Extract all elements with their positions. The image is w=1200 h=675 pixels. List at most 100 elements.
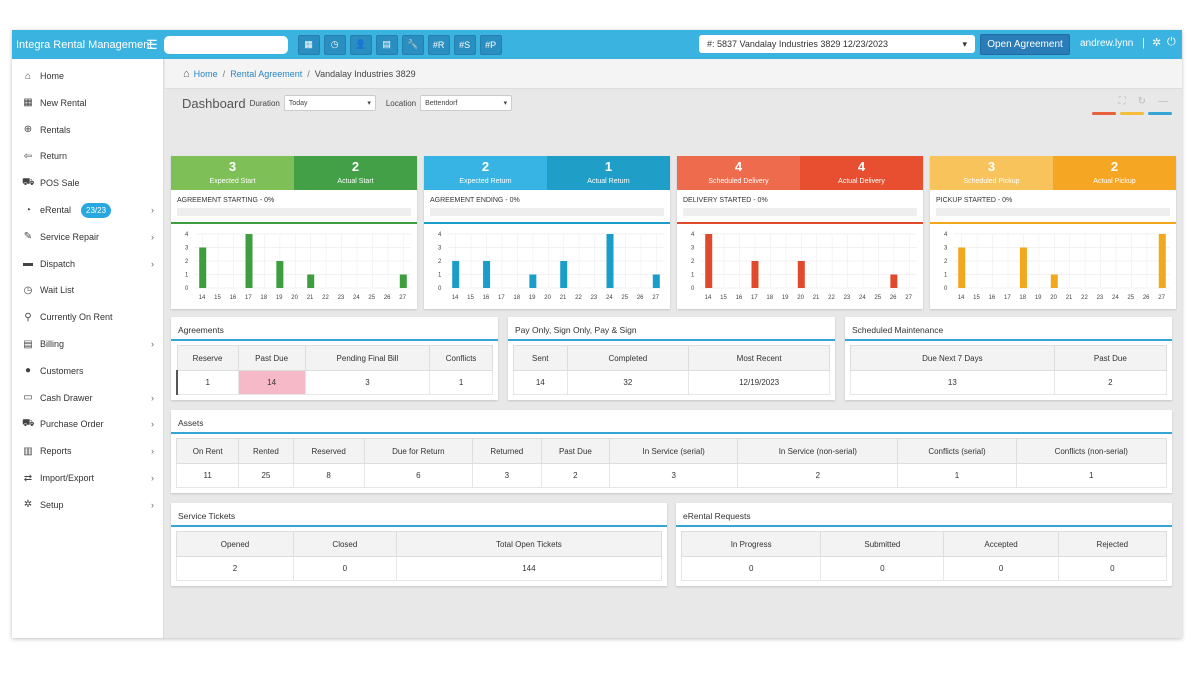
toolbar-button-0[interactable]: ▦ <box>297 34 320 55</box>
bar-17[interactable] <box>245 234 253 288</box>
table-cell[interactable]: 32 <box>566 370 690 395</box>
sidebar-item-wait-list[interactable]: ◷ Wait List <box>12 277 164 303</box>
toolbar-button-3[interactable]: ▤ <box>375 34 398 55</box>
global-search-input[interactable] <box>163 35 288 54</box>
table-cell[interactable]: 12/19/2023 <box>688 370 830 395</box>
settings-gear-icon[interactable]: ✲ <box>1152 37 1162 49</box>
table-cell[interactable]: 25 <box>238 463 294 488</box>
toolbar-button-6[interactable]: #S <box>453 34 476 55</box>
power-icon[interactable]: ⏻ <box>1167 36 1176 48</box>
toolbar-button-1[interactable]: ◷ <box>323 34 346 55</box>
bar-26[interactable] <box>890 274 898 289</box>
sidebar-item-pos-sale[interactable]: ⛟ POS Sale <box>12 170 164 196</box>
sidebar-item-reports[interactable]: ▥ Reports › <box>12 438 164 464</box>
bar-14[interactable] <box>958 247 966 289</box>
kpi-left-metric[interactable]: 3 Scheduled Pickup <box>930 156 1053 190</box>
table-cell[interactable]: 144 <box>395 556 663 581</box>
sidebar-item-rentals[interactable]: ⊕ Rentals <box>12 117 164 143</box>
toolbar-button-4[interactable]: 🔧 <box>401 34 424 55</box>
table-cell[interactable]: 2 <box>540 463 611 488</box>
x-tick-label: 20 <box>544 295 551 301</box>
kpi-right-metric[interactable]: 2 Actual Pickup <box>1053 156 1176 190</box>
toolbar-button-7[interactable]: #P <box>479 34 502 55</box>
home-icon[interactable]: ⌂ <box>183 67 190 80</box>
bar-18[interactable] <box>1019 247 1027 289</box>
breadcrumb-home[interactable]: Home <box>193 68 218 79</box>
sidebar-item-label: Service Repair <box>40 231 100 242</box>
table-cell[interactable]: 0 <box>292 556 397 581</box>
bar-27[interactable] <box>652 274 660 289</box>
table-cell[interactable]: 11 <box>175 463 240 488</box>
kpi-right-metric[interactable]: 2 Actual Start <box>294 156 417 190</box>
table-cell[interactable]: 14 <box>237 370 306 395</box>
bar-16[interactable] <box>483 261 491 288</box>
sidebar-item-home[interactable]: ⌂ Home <box>12 63 164 89</box>
refresh-icon[interactable]: ↻ <box>1137 96 1146 107</box>
kpi-left-metric[interactable]: 2 Expected Return <box>424 156 547 190</box>
bar-17[interactable] <box>751 261 759 288</box>
table-cell[interactable]: 3 <box>304 370 431 395</box>
open-agreement-button[interactable]: Open Agreement <box>980 34 1070 55</box>
toolbar-button-5[interactable]: #R <box>427 34 450 55</box>
table-cell[interactable]: 13 <box>850 370 1055 395</box>
sidebar-item-erental[interactable]: ◔ eRental 23/23 › <box>12 197 164 223</box>
bar-20[interactable] <box>797 261 805 288</box>
table-cell[interactable]: 1 <box>429 370 493 395</box>
sidebar-item-cash-drawer[interactable]: ▭ Cash Drawer › <box>12 385 164 411</box>
location-select[interactable]: Bettendorf ▾ <box>420 95 513 111</box>
table-cell[interactable]: 0 <box>943 556 1059 581</box>
theme-swatch[interactable] <box>1092 112 1116 115</box>
minimize-icon[interactable]: — <box>1158 96 1168 107</box>
sidebar-item-import-export[interactable]: ⇄ Import/Export › <box>12 465 164 491</box>
breadcrumb-rental-agreement[interactable]: Rental Agreement <box>230 68 303 79</box>
x-tick-label: 16 <box>989 295 996 301</box>
bar-27[interactable] <box>399 274 407 289</box>
table-cell[interactable]: 0 <box>820 556 945 581</box>
layout-icon[interactable]: ⛶ <box>1118 96 1126 107</box>
sidebar-item-return[interactable]: ⇦ Return <box>12 143 164 169</box>
bar-27[interactable] <box>1158 234 1166 288</box>
bar-20[interactable] <box>1050 274 1058 289</box>
sidebar-item-customers[interactable]: ● Customers <box>12 358 164 384</box>
table-cell[interactable]: 1 <box>897 463 1017 488</box>
theme-swatch[interactable] <box>1148 112 1172 115</box>
bar-14[interactable] <box>705 234 713 288</box>
table-cell[interactable]: 2 <box>737 463 899 488</box>
kpi-left-metric[interactable]: 4 Scheduled Delivery <box>677 156 800 190</box>
sidebar-item-dispatch[interactable]: ▬ Dispatch › <box>12 251 164 277</box>
table-cell[interactable]: 14 <box>513 370 568 395</box>
bar-14[interactable] <box>452 261 460 288</box>
x-tick-label: 21 <box>1066 295 1073 301</box>
user-name-link[interactable]: andrew.lynn <box>1080 38 1134 49</box>
sidebar-item-currently-on-rent[interactable]: ⚲ Currently On Rent <box>12 304 164 330</box>
sidebar-item-service-repair[interactable]: ✎ Service Repair › <box>12 224 164 250</box>
bar-19[interactable] <box>276 261 284 288</box>
table-cell[interactable]: 3 <box>609 463 739 488</box>
kpi-right-metric[interactable]: 1 Actual Return <box>547 156 670 190</box>
bar-21[interactable] <box>560 261 568 288</box>
sidebar-item-setup[interactable]: ✲ Setup › <box>12 492 164 518</box>
toolbar-button-2[interactable]: 👤 <box>349 34 372 55</box>
table-cell[interactable]: 8 <box>292 463 365 488</box>
sidebar-item-billing[interactable]: ▤ Billing › <box>12 331 164 357</box>
table-cell[interactable]: 1 <box>175 370 239 395</box>
table-cell[interactable]: 0 <box>1057 556 1168 581</box>
bar-14[interactable] <box>199 247 207 289</box>
hamburger-menu-icon[interactable]: ☰ <box>146 36 158 52</box>
sidebar-item-purchase-order[interactable]: ⛟ Purchase Order › <box>12 411 164 437</box>
table-cell[interactable]: 3 <box>471 463 542 488</box>
table-cell[interactable]: 6 <box>363 463 473 488</box>
agreement-select[interactable]: #: 5837 Vandalay Industries 3829 12/23/2… <box>699 35 975 53</box>
bar-24[interactable] <box>606 234 614 288</box>
kpi-left-metric[interactable]: 3 Expected Start <box>171 156 294 190</box>
table-cell[interactable]: 2 <box>176 556 294 581</box>
bar-19[interactable] <box>529 274 537 289</box>
table-cell[interactable]: 0 <box>680 556 822 581</box>
table-cell[interactable]: 1 <box>1015 463 1168 488</box>
duration-select[interactable]: Today ▾ <box>283 95 376 111</box>
theme-swatch[interactable] <box>1120 112 1144 115</box>
kpi-right-metric[interactable]: 4 Actual Delivery <box>800 156 923 190</box>
table-cell[interactable]: 2 <box>1053 370 1168 395</box>
sidebar-item-new-rental[interactable]: ▦ New Rental <box>12 90 164 116</box>
bar-21[interactable] <box>307 274 315 289</box>
